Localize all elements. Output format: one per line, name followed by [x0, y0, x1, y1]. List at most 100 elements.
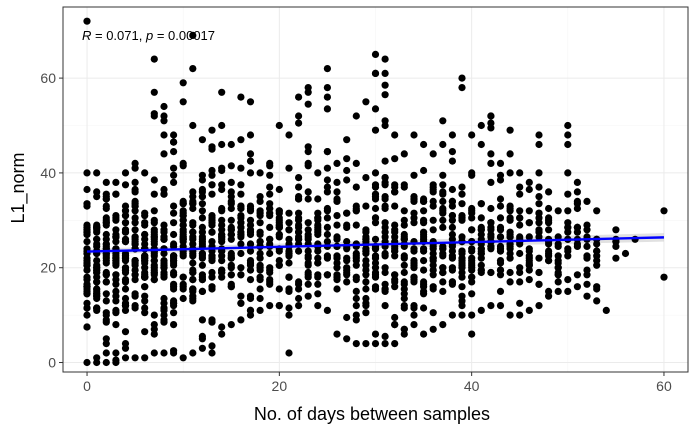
data-point [314, 290, 322, 298]
data-point [131, 164, 139, 172]
data-point [112, 214, 120, 222]
data-point [189, 65, 197, 73]
data-point [304, 188, 312, 196]
data-point [314, 169, 322, 177]
data-point [304, 252, 312, 260]
data-point [256, 219, 264, 227]
data-point [381, 193, 389, 201]
data-point [468, 261, 476, 269]
data-point [420, 283, 428, 291]
data-point [420, 330, 428, 338]
data-point [381, 249, 389, 258]
data-point [381, 332, 389, 340]
data-point [448, 131, 456, 139]
data-point [583, 292, 591, 300]
data-point [160, 304, 168, 312]
data-point [593, 297, 601, 305]
data-point [237, 299, 245, 307]
data-point [189, 249, 197, 258]
data-point [400, 221, 408, 229]
data-point [189, 285, 197, 293]
data-point [371, 105, 380, 113]
data-point [246, 157, 255, 165]
data-point [160, 226, 168, 234]
data-point [333, 330, 341, 338]
data-point [468, 131, 476, 139]
data-point [362, 299, 370, 307]
data-point [246, 276, 255, 284]
data-point [237, 190, 245, 198]
data-point [112, 297, 120, 305]
data-point [198, 171, 206, 179]
data-point [218, 226, 226, 234]
data-point [362, 235, 370, 243]
data-point [323, 65, 331, 73]
data-point [583, 242, 591, 250]
data-point [102, 204, 110, 213]
data-point [304, 84, 312, 92]
y-tick-label: 20 [40, 260, 56, 276]
data-point [420, 257, 428, 265]
data-point [150, 207, 158, 215]
data-point [323, 254, 331, 262]
data-point [420, 207, 428, 215]
data-point [381, 202, 389, 210]
data-point [410, 264, 418, 272]
data-point [198, 271, 206, 279]
data-point [198, 249, 206, 258]
data-point [448, 148, 456, 156]
data-point [323, 214, 331, 222]
data-point [83, 276, 91, 284]
data-point [83, 283, 91, 291]
data-point [516, 190, 524, 198]
data-point [227, 162, 235, 170]
data-point [371, 330, 380, 338]
data-point [285, 249, 293, 258]
data-point [121, 328, 130, 336]
data-point [583, 271, 591, 279]
data-point [391, 228, 399, 236]
data-point [170, 240, 178, 248]
data-point [179, 354, 187, 362]
data-point [439, 209, 447, 217]
data-point [343, 176, 351, 184]
data-point [323, 148, 331, 156]
data-point [429, 216, 437, 224]
data-point [208, 273, 216, 281]
data-point [429, 181, 437, 189]
data-point [477, 261, 485, 269]
data-point [275, 285, 283, 293]
data-point [506, 278, 514, 286]
data-point [83, 257, 91, 265]
data-point [112, 190, 120, 198]
data-point [371, 169, 380, 177]
data-point [141, 328, 149, 336]
data-point [496, 226, 505, 234]
data-point [112, 309, 120, 317]
data-point [285, 311, 293, 319]
data-point [400, 235, 408, 243]
data-point [266, 302, 274, 310]
data-point [208, 190, 216, 198]
data-point [583, 280, 591, 288]
data-point [371, 219, 380, 227]
data-point [362, 278, 370, 286]
data-point [93, 235, 101, 243]
data-point [506, 311, 514, 319]
data-point [458, 283, 466, 291]
data-point [227, 254, 235, 262]
data-point [506, 150, 514, 158]
y-tick-label: 0 [48, 355, 56, 371]
data-point [333, 233, 341, 241]
data-point [448, 254, 456, 262]
data-point [564, 207, 572, 215]
data-point [160, 102, 168, 111]
data-point [545, 204, 553, 213]
data-point [323, 93, 331, 101]
data-point [170, 347, 178, 355]
data-point [410, 278, 418, 286]
data-point [141, 297, 149, 305]
data-point [429, 283, 437, 291]
data-point [150, 226, 158, 234]
data-point [256, 261, 264, 269]
